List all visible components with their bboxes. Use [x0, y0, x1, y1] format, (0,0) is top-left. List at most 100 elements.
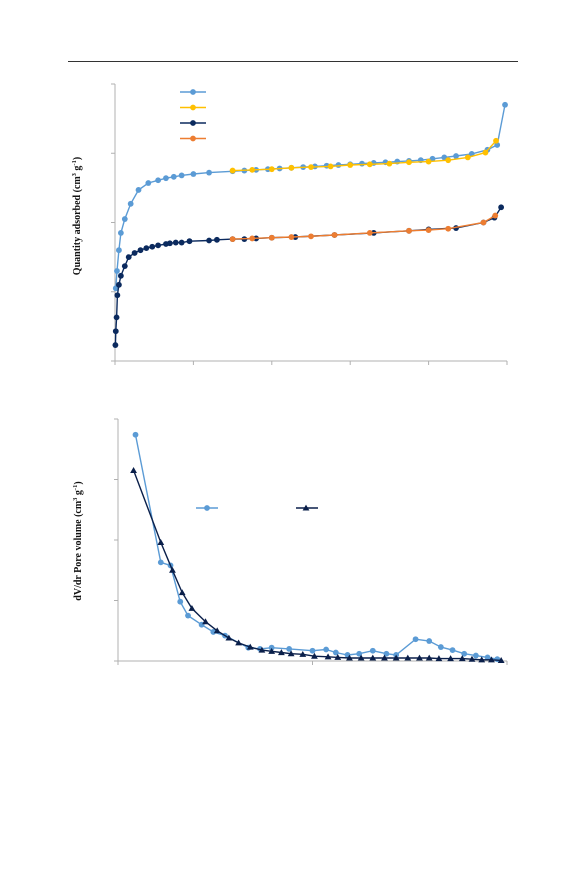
isotherm-data-point-s3: [117, 272, 124, 279]
isotherm-data-point-s1: [145, 180, 152, 186]
pore-data-point-d2: [277, 649, 285, 656]
isotherm-data-point-s1: [170, 173, 177, 180]
pore-legend-marker-d2: [302, 504, 310, 511]
isotherm-data-point-s3: [155, 242, 162, 249]
isotherm-series-line-s3: [114, 206, 502, 346]
pore-data-point-d2: [157, 539, 165, 545]
pore-data-point-d2: [346, 654, 353, 661]
isotherm-data-point-s1: [121, 216, 128, 222]
isotherm-data-point-s2: [288, 164, 295, 171]
isotherm-chart: Quantity adsorbed (cm3 g-1): [71, 83, 508, 365]
pore-data-point-d2: [213, 627, 221, 634]
pore-data-point-d2: [357, 654, 365, 661]
pore-data-point-d2: [202, 618, 209, 625]
isotherm-data-point-s4: [249, 235, 256, 242]
isotherm-data-point-s2: [406, 159, 412, 166]
isotherm-data-point-s3: [114, 292, 121, 299]
pore-data-point-d2: [324, 653, 332, 660]
pore-data-point-d2: [299, 650, 307, 657]
pore-data-point-d2: [381, 654, 388, 661]
pore-data-point-d2: [435, 655, 443, 662]
isotherm-legend: [180, 89, 206, 142]
isotherm-data-point-s3: [206, 237, 212, 244]
isotherm-data-point-s3: [214, 236, 220, 243]
header-rule: [68, 61, 518, 62]
isotherm-data-point-s2: [366, 161, 373, 168]
pore-data-point-d2: [311, 652, 318, 659]
pore-data-point-d2: [468, 655, 476, 662]
isotherm-data-point-s4: [268, 234, 275, 241]
isotherm-data-point-s4: [425, 227, 432, 234]
isotherm-data-point-s2: [482, 149, 489, 156]
pore-data-point-d2: [334, 653, 342, 660]
isotherm-data-point-s3: [121, 263, 128, 270]
isotherm-data-point-s3: [112, 328, 119, 335]
pore-distribution-chart: dV/dr Pore volume (cm3 g-1): [72, 418, 508, 665]
isotherm-data-point-s2: [268, 166, 275, 173]
pore-legend-marker-d1: [204, 505, 210, 511]
pore-data-point-d1: [437, 644, 444, 650]
pore-data-point-d2: [478, 656, 486, 663]
isotherm-data-point-s3: [131, 250, 138, 256]
isotherm-data-point-s4: [406, 227, 412, 234]
isotherm-data-point-s2: [229, 167, 236, 174]
isotherm-series-line-s4: [232, 214, 496, 240]
isotherm-data-point-s1: [190, 171, 197, 177]
pore-data-point-d2: [287, 650, 295, 657]
isotherm-data-point-s4: [331, 232, 338, 238]
pore-data-point-d1: [309, 647, 316, 654]
pore-data-point-d2: [258, 646, 266, 653]
isotherm-data-point-s2: [327, 163, 334, 170]
pore-data-point-d1: [472, 652, 479, 659]
isotherm-data-point-s2: [425, 158, 432, 165]
pore-data-point-d1: [286, 646, 293, 652]
isotherm-data-point-s1: [155, 177, 162, 184]
isotherm-data-point-s2: [308, 164, 314, 171]
pore-data-point-d1: [356, 650, 363, 657]
isotherm-data-point-s4: [229, 236, 236, 243]
pore-data-point-d2: [169, 566, 176, 573]
pore-data-point-d2: [188, 604, 196, 611]
isotherm-data-point-s4: [366, 229, 373, 236]
isotherm-data-point-s3: [172, 239, 179, 246]
isotherm-data-point-s2: [464, 154, 471, 161]
pore-data-point-d1: [412, 636, 419, 643]
isotherm-data-point-s1: [359, 160, 365, 167]
pore-data-point-d1: [132, 431, 139, 438]
pore-data-point-d2: [488, 656, 495, 663]
isotherm-data-point-s3: [186, 238, 193, 245]
pore-data-point-d2: [416, 654, 423, 661]
pore-data-point-d2: [268, 647, 276, 654]
isotherm-legend-marker-s1: [190, 89, 196, 95]
isotherm-data-point-s4: [492, 212, 499, 219]
pore-data-point-d1: [369, 647, 376, 654]
pore-data-point-d2: [246, 643, 254, 650]
pore-data-point-d1: [426, 638, 433, 644]
isotherm-data-point-s2: [493, 137, 499, 144]
pore-data-point-d2: [235, 639, 242, 646]
pore-data-point-d1: [484, 654, 491, 661]
isotherm-data-point-s3: [112, 342, 119, 348]
isotherm-data-point-s1: [206, 169, 212, 176]
isotherm-data-point-s3: [137, 247, 144, 254]
isotherm-series-line-s1: [115, 104, 506, 289]
isotherm-data-point-s1: [163, 175, 169, 182]
pore-data-point-d2: [369, 654, 377, 661]
isotherm-data-point-s2: [386, 160, 393, 167]
pore-data-point-d2: [392, 654, 400, 661]
pore-data-point-d2: [178, 589, 186, 596]
pore-data-point-d1: [461, 650, 468, 657]
pore-series-line-d1: [134, 434, 498, 660]
isotherm-legend-marker-s4: [190, 135, 196, 142]
pore-data-point-d2: [225, 634, 233, 641]
pore-data-point-d2: [497, 656, 505, 663]
pore-data-point-d2: [447, 655, 454, 662]
isotherm-data-point-s1: [178, 172, 185, 179]
isotherm-data-point-s3: [166, 240, 173, 247]
pore-data-point-d1: [323, 646, 330, 653]
pore-data-point-d1: [177, 598, 184, 605]
pore-data-point-d1: [383, 650, 390, 657]
isotherm-data-point-s3: [125, 254, 132, 261]
isotherm-data-point-s3: [149, 243, 156, 250]
